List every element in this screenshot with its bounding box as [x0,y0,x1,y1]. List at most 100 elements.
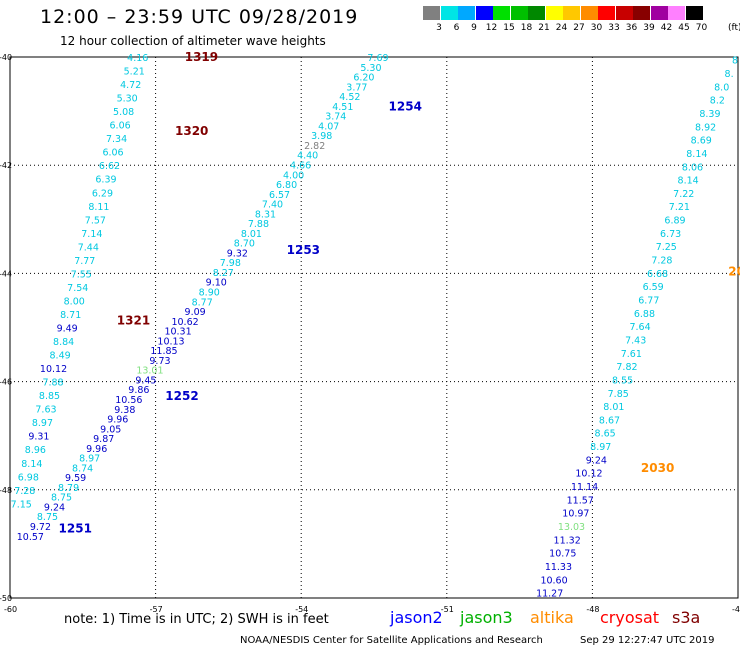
wave-height-value: 8.14 [678,176,699,187]
wave-height-value: 6.59 [643,282,664,293]
wave-height-value: 4.66 [290,160,311,171]
wave-height-value: 6.62 [99,161,120,172]
wave-height-value: 4.07 [318,121,339,132]
wave-height-value: 11.32 [554,535,581,546]
wave-height-value: 7.43 [625,335,646,346]
scale-label: 9 [471,23,477,33]
scale-label: 12 [485,23,498,33]
wave-height-value: 8.11 [88,202,109,213]
map-title: 12:00 – 23:59 UTC 09/28/2019 [40,6,359,28]
wave-height-value: 7.82 [616,362,637,373]
scale-swatch [440,6,458,20]
wave-height-value: 8.06 [682,162,703,173]
wave-height-value: 9.86 [128,385,149,396]
wave-height-value: 4.40 [297,151,318,162]
wave-height-value: 8 [732,56,738,67]
scale-label: 3 [436,23,442,33]
wave-height-value: 8.65 [595,429,616,440]
wave-height-value: 8.27 [213,268,234,279]
wave-height-value: 8.79 [58,483,79,494]
wave-height-value: 8.75 [37,512,58,523]
wave-height-value: 6.68 [647,269,668,280]
wave-height-value: 7.54 [67,283,88,294]
wave-height-value: 8.92 [695,122,716,133]
lat-tick-label: -40 [0,53,12,62]
wave-height-value: 10.62 [171,317,198,328]
wave-height-value: 8.01 [603,402,624,413]
wave-height-value: 7.55 [71,269,92,280]
wave-height-value: 11.27 [536,589,563,600]
wave-height-value: 7.40 [262,200,283,211]
wave-height-value: 8.00 [64,296,85,307]
scale-label: 45 [678,23,690,33]
wave-height-value: 10.13 [157,336,184,347]
pass-number-label: 1320 [175,124,208,138]
wave-height-value: 6.73 [660,229,681,240]
wave-height-value: 7.85 [608,389,629,400]
wave-height-value: 9.10 [206,278,227,289]
scale-swatch [545,6,563,20]
wave-height-value: 7.88 [42,378,63,389]
pass-number-label: 1321 [117,313,150,327]
wave-height-value: 13.01 [136,366,163,377]
wave-height-value: 3.98 [311,131,332,142]
wave-height-value: 8.84 [53,337,74,348]
wave-height-value: 6.29 [92,188,113,199]
scale-swatch [510,6,528,20]
scale-label: 21 [538,23,550,33]
lat-tick-label: -44 [0,269,12,278]
scale-swatch [423,6,440,20]
lat-tick-label: -50 [0,594,12,603]
wave-height-value: 7.15 [11,499,32,510]
legend-note: note: 1) Time is in UTC; 2) SWH is in fe… [64,612,329,627]
scale-swatch [685,6,703,20]
scale-swatch [598,6,615,20]
wave-height-value: 8.97 [32,418,53,429]
wave-height-value: 9.05 [100,424,121,435]
credit-text: NOAA/NESDIS Center for Satellite Applica… [240,635,543,646]
scale-swatch [668,6,685,20]
scale-swatch [563,6,580,20]
scale-swatch [493,6,510,20]
wave-height-value: 8.2 [710,96,725,107]
wave-height-value: 9.09 [185,307,206,318]
wave-height-value: 9.96 [86,444,107,455]
wave-height-value: 7.88 [248,219,269,230]
wave-height-value: 8.67 [599,415,620,426]
wave-height-value: 9.59 [65,473,86,484]
wave-height-value: 11.85 [150,346,177,357]
wave-height-value: 8.69 [691,136,712,147]
wave-height-value: 9.24 [586,455,607,466]
wave-height-value: 10.57 [17,532,44,543]
scale-swatch [458,6,475,20]
scale-label: 42 [660,23,673,33]
pass-number-label: 1251 [59,522,92,536]
wave-height-value: 3.77 [346,82,367,93]
wave-height-value: 10.60 [540,575,567,586]
wave-height-value: 8.01 [241,229,262,240]
wave-height-value: 8.49 [50,351,71,362]
wave-height-value: 4.16 [127,53,148,64]
wave-height-value: 7.34 [106,134,127,145]
lon-tick-label: -45 [732,605,740,614]
wave-height-value: 8.96 [25,445,46,456]
wave-height-value: 8.71 [60,310,81,321]
wave-height-value: 7.22 [673,189,694,200]
wave-height-value: 10.12 [40,364,67,375]
wave-height-value: 7.98 [220,258,241,269]
satellite-legend-altika: altika [530,608,574,627]
wave-height-value: 4.72 [120,80,141,91]
wave-height-value: 9.87 [93,434,114,445]
pass-number-label: 2029 [728,265,740,279]
wave-height-value: 8.97 [590,442,611,453]
wave-height-value: 2.82 [304,141,325,152]
scale-label: 6 [453,23,460,33]
scale-label: 24 [555,23,568,33]
scale-label: 33 [608,23,620,33]
wave-height-value: 7.44 [78,242,99,253]
wave-height-value: 7.61 [621,349,642,360]
scale-label: 30 [590,23,603,33]
wave-height-value: 7.57 [85,215,106,226]
lon-tick-label: -51 [441,605,454,614]
